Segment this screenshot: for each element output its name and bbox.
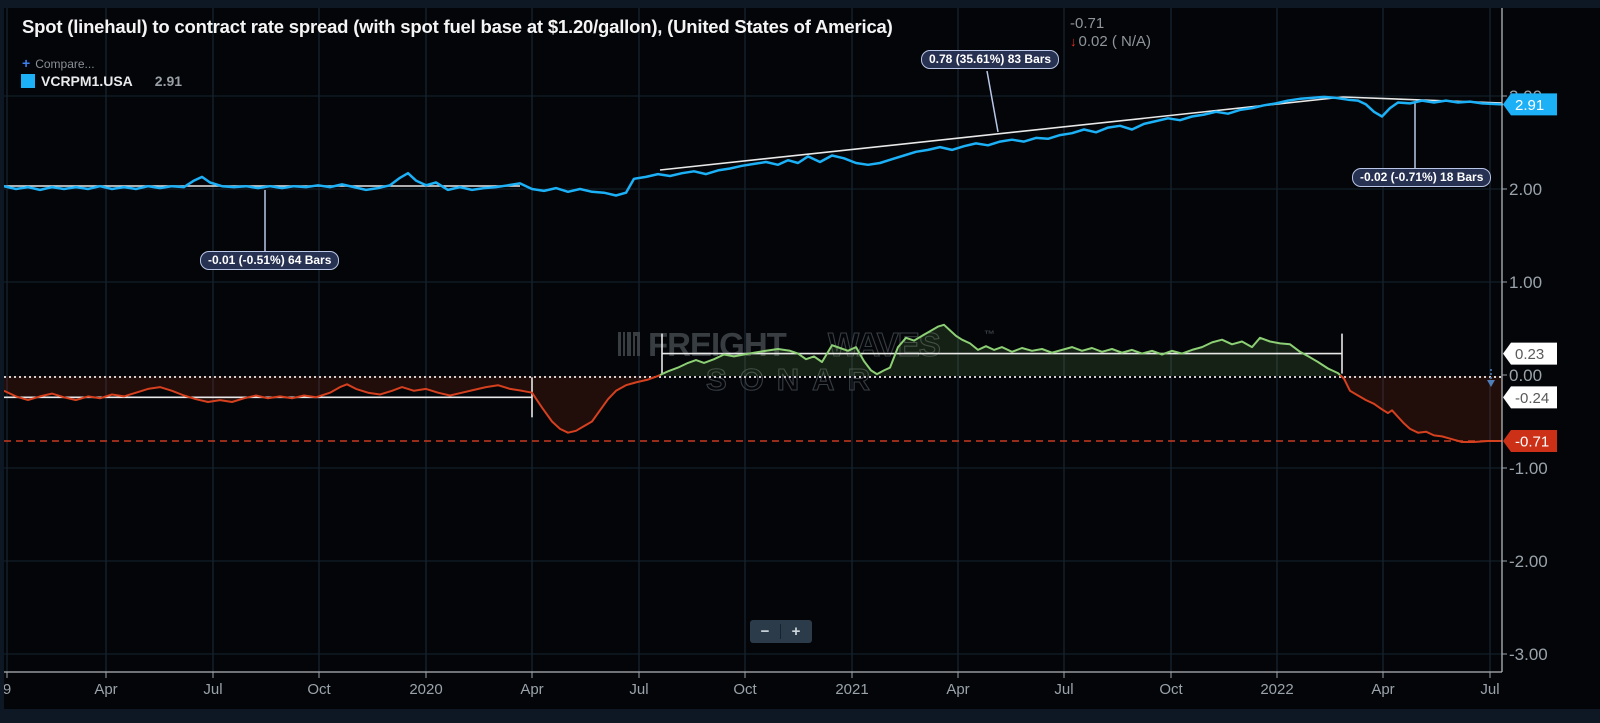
plus-icon: + <box>22 55 31 71</box>
axis-label: 2.00 <box>1509 180 1542 199</box>
spread-area-fill <box>1340 375 1502 442</box>
series-legend[interactable]: VCRPM1.USA 2.91 <box>21 73 182 89</box>
measure-callout-2[interactable]: 0.78 (35.61%) 83 Bars <box>921 50 1060 69</box>
axis-label: Apr <box>1371 681 1394 698</box>
zoom-out-button[interactable]: − <box>760 623 770 640</box>
zoom-divider <box>780 624 781 639</box>
blue-series-line[interactable] <box>4 95 1504 197</box>
price-tag <box>1503 386 1557 409</box>
spread-last-values: -0.71 ↓ 0.02 ( N/A) <box>1070 16 1151 50</box>
chart-canvas[interactable]: FREIGHT WAVES ™ SONAR 9 Apr Jul Oct 2020 Apr Jul Oc… <box>4 8 1600 709</box>
axis-label: Apr <box>520 681 543 698</box>
svg-text:WAVES: WAVES <box>828 326 940 363</box>
axis-label: -0.71 <box>1515 434 1549 451</box>
measure-trend-line[interactable] <box>659 96 1344 171</box>
svg-text:™: ™ <box>984 329 995 341</box>
svg-text:SONAR: SONAR <box>706 362 883 397</box>
spread-series-line[interactable] <box>1339 374 1502 443</box>
axis-label: Oct <box>307 681 331 698</box>
spread-last-value: -0.71 <box>1070 15 1105 32</box>
zoom-in-button[interactable]: + <box>791 623 801 640</box>
price-tag <box>1503 93 1557 116</box>
axis-label: Apr <box>946 681 969 698</box>
series-swatch-icon <box>21 74 35 88</box>
series-name[interactable]: VCRPM1.USA <box>41 73 133 89</box>
callout-pointer <box>986 70 999 133</box>
spread-area-fill <box>660 324 1340 376</box>
axis-label: 2022 <box>1260 681 1293 698</box>
spread-series-line[interactable] <box>659 323 1341 376</box>
axis-label: -2.00 <box>1509 552 1548 571</box>
axis-label: Jul <box>1054 681 1073 698</box>
zoom-controls[interactable]: − + <box>750 620 812 643</box>
axis-label: 0.00 <box>1509 366 1542 385</box>
axis-label: Oct <box>733 681 757 698</box>
axis-label: 1.00 <box>1509 273 1542 292</box>
axis-label: -3.00 <box>1509 645 1548 664</box>
axis-label: Jul <box>203 681 222 698</box>
spread-series-line[interactable] <box>4 374 661 434</box>
axis-label: Apr <box>94 681 117 698</box>
price-tag <box>1503 342 1557 365</box>
axis-label: Oct <box>1159 681 1183 698</box>
spread-change: 0.02 ( N/A) <box>1078 33 1152 50</box>
spread-area-fill <box>4 375 660 433</box>
zero-marker-arrow-icon <box>1487 380 1495 387</box>
measure-callout-3[interactable]: -0.02 (-0.71%) 18 Bars <box>1352 168 1492 187</box>
axis-label: -1.00 <box>1509 459 1548 478</box>
compare-button[interactable]: + Compare... <box>22 55 95 71</box>
axis-label: 2.91 <box>1515 97 1544 114</box>
axis-label: 2020 <box>409 681 442 698</box>
axis-label: -0.24 <box>1515 390 1549 407</box>
axis-label: 2021 <box>835 681 868 698</box>
series-last-value: 2.91 <box>154 73 183 89</box>
page-title: Spot (linehaul) to contract rate spread … <box>22 16 893 37</box>
axis-label: 0.23 <box>1515 346 1544 363</box>
measure-callout-1[interactable]: -0.01 (-0.51%) 64 Bars <box>200 251 340 270</box>
price-tag <box>1503 430 1557 453</box>
axis-label: 9 <box>4 681 11 698</box>
compare-label: Compare... <box>35 57 95 71</box>
axis-label: Jul <box>1480 681 1499 698</box>
axis-label: Jul <box>629 681 648 698</box>
down-arrow-icon: ↓ <box>1070 34 1077 49</box>
